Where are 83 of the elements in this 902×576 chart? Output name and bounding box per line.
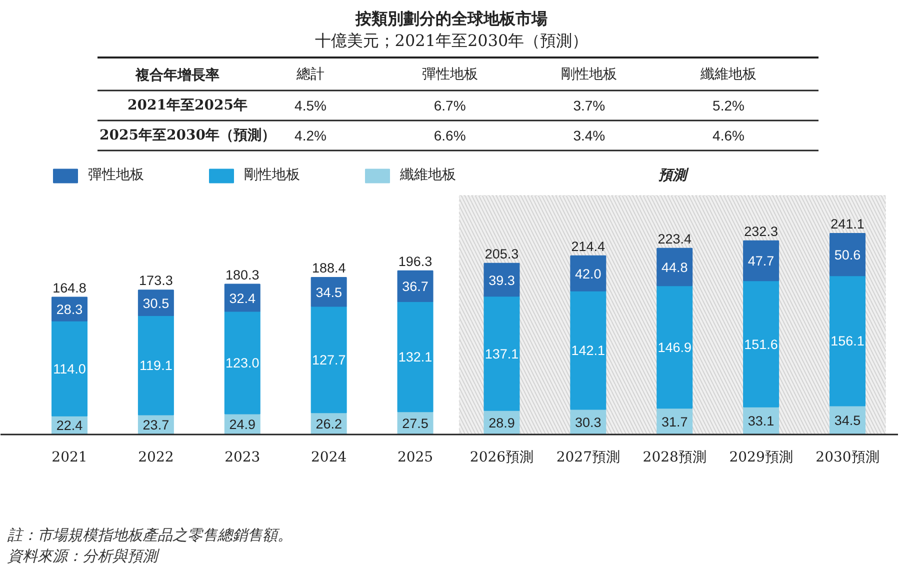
data-label: 132.1 (398, 350, 432, 365)
data-label: 33.1 (748, 414, 774, 429)
data-label: 28.3 (56, 302, 83, 318)
total-label: 205.3 (484, 246, 519, 262)
data-label: 30.3 (575, 414, 602, 430)
bar (224, 310, 260, 414)
data-label: 31.7 (661, 414, 688, 430)
total-label: 188.4 (312, 260, 346, 276)
data-label: 24.9 (229, 417, 256, 432)
category-label: 總計 (296, 66, 324, 82)
bar (570, 290, 606, 410)
x-tick-label: 2022 (138, 450, 174, 466)
bar (138, 315, 174, 416)
total-label: 173.3 (139, 273, 173, 288)
source-note: 資料來源：分析與預測 (8, 548, 160, 565)
total-label: 214.4 (571, 238, 606, 254)
x-tick-label: 2023 (224, 450, 260, 466)
data-label: 44.8 (661, 260, 688, 275)
text: 十億美元；2021年至2030年（預測） (314, 31, 588, 50)
data-label: 26.2 (316, 416, 342, 432)
legend-label: 剛性地板 (244, 166, 300, 184)
data-label: 114.0 (53, 361, 86, 376)
bar (310, 306, 347, 414)
data-label: 22.4 (56, 418, 84, 434)
total-label: 180.3 (225, 267, 260, 282)
bar (52, 320, 88, 416)
data-label: 146.9 (658, 340, 692, 355)
category-label: 2025年至2030年（預測） (100, 128, 276, 144)
total-label: 232.3 (744, 224, 778, 239)
data-label: 34.5 (834, 413, 861, 428)
bar (830, 275, 866, 406)
legend-label: 纖維地板 (400, 166, 456, 184)
data-label: 119.1 (140, 358, 172, 374)
data-label: 28.9 (488, 415, 515, 430)
x-tick-label: 2026預測 (470, 450, 534, 466)
text: 4.6% (712, 128, 744, 144)
text: 5.2% (712, 98, 744, 114)
data-label: 47.7 (748, 254, 774, 269)
data-label: 127.7 (312, 352, 346, 368)
bar (656, 285, 693, 409)
category-label: 剛性地板 (561, 66, 618, 82)
text: 3.4% (573, 128, 606, 144)
data-label: 42.0 (575, 266, 602, 282)
legend-label: 彈性地板 (88, 166, 144, 184)
data-label: 39.3 (488, 272, 515, 288)
x-tick-label: 2030預測 (816, 450, 880, 466)
data-label: 50.6 (834, 248, 861, 263)
text: 4.5% (294, 98, 326, 114)
text: 4.2% (294, 128, 326, 144)
data-label: 137.1 (484, 346, 519, 362)
data-label: 23.7 (142, 418, 170, 433)
bar (743, 280, 780, 408)
category-label: 纖維地板 (700, 66, 756, 82)
text: 6.6% (434, 128, 466, 144)
data-label: 142.1 (571, 343, 606, 358)
x-tick-label: 2024 (311, 450, 347, 466)
data-label: 156.1 (830, 334, 864, 349)
x-tick-label: 2027預測 (556, 450, 620, 466)
text: 6.7% (434, 98, 466, 114)
text: 3.7% (573, 98, 606, 114)
x-tick-label: 2021 (52, 450, 88, 466)
x-tick-label: 2025 (397, 450, 434, 466)
total-label: 164.8 (52, 280, 86, 296)
total-label: 196.3 (398, 254, 432, 269)
category-label: 彈性地板 (422, 66, 478, 82)
category-label: 2021年至2025年 (128, 98, 248, 114)
bar (397, 301, 434, 412)
data-label: 36.7 (402, 279, 428, 294)
total-label: 223.4 (658, 231, 692, 246)
data-label: 123.0 (225, 356, 260, 370)
text: 註：市場規模指地板產品之零售總銷售額。 (6, 527, 292, 544)
data-label: 151.6 (744, 336, 778, 352)
bar (484, 296, 520, 411)
data-label: 27.5 (402, 416, 428, 432)
data-label: 32.4 (229, 290, 256, 306)
text: 複合年增長率 (134, 66, 220, 82)
x-tick-label: 2029預測 (729, 450, 793, 466)
data-label: 30.5 (142, 296, 170, 311)
total-label: 241.1 (830, 216, 864, 232)
x-tick-label: 2028預測 (642, 450, 706, 466)
band-label: 預測 (658, 166, 690, 182)
text: 按類別劃分的全球地板市場 (354, 9, 548, 28)
data-label: 34.5 (316, 284, 342, 300)
